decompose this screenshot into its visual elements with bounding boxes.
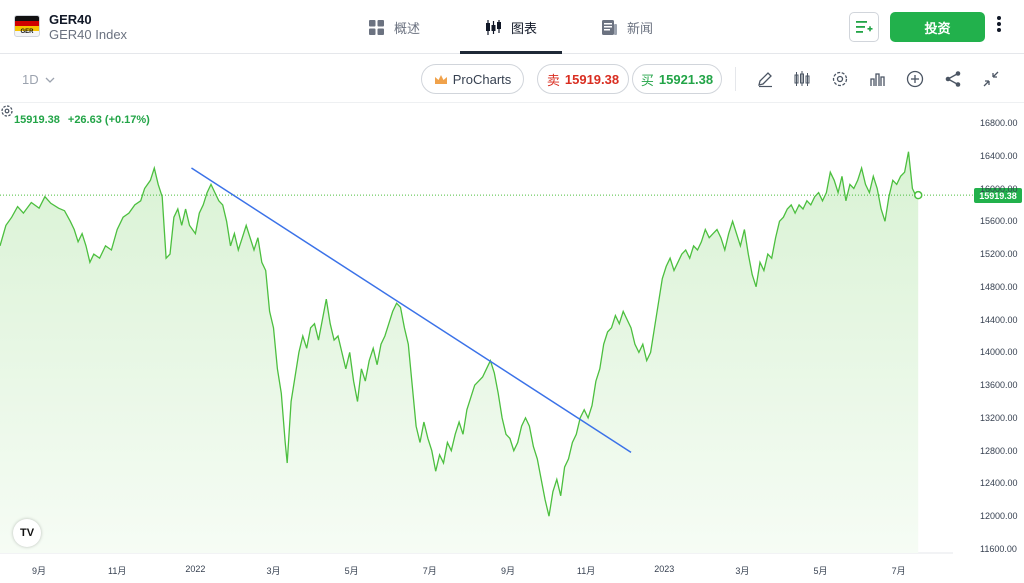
tab-news[interactable]: 新闻 xyxy=(601,0,653,54)
sell-price: 15919.38 xyxy=(564,71,620,87)
y-tick-label: 12000.00 xyxy=(980,511,1018,522)
current-price-marker xyxy=(913,190,923,200)
procharts-label: ProCharts xyxy=(452,71,512,87)
x-tick-label: 7月 xyxy=(891,566,906,576)
more-options-icon[interactable] xyxy=(992,14,1006,40)
news-icon xyxy=(602,19,617,35)
x-tick-label: 7月 xyxy=(422,566,437,576)
buy-button[interactable]: 买 15921.38 xyxy=(632,64,722,94)
x-tick-label: 5月 xyxy=(813,566,828,576)
y-tick-label: 14400.00 xyxy=(980,314,1018,325)
x-tick-label: 9月 xyxy=(500,566,515,576)
y-tick-label: 15200.00 xyxy=(980,249,1018,260)
chart-settings-button[interactable] xyxy=(829,68,851,90)
procharts-button[interactable]: ProCharts xyxy=(421,64,524,94)
x-tick-label: 3月 xyxy=(266,566,281,576)
active-tab-underline xyxy=(460,51,563,54)
crown-icon xyxy=(434,74,447,84)
axis-settings-icon[interactable] xyxy=(0,104,14,118)
quote-readout: 15919.38 +26.63 (+0.17%) xyxy=(14,114,150,126)
y-tick-label: 13600.00 xyxy=(980,380,1018,391)
instrument-symbol: GER40 xyxy=(49,12,92,27)
logo-text: GER xyxy=(20,29,34,35)
area-fill xyxy=(0,151,919,553)
y-tick-label: 11600.00 xyxy=(980,544,1017,554)
x-tick-label: 5月 xyxy=(344,566,359,576)
y-tick-label: 14800.00 xyxy=(980,281,1018,292)
buy-price: 15921.38 xyxy=(658,71,714,87)
x-tick-label: 3月 xyxy=(735,566,750,576)
settings-icon xyxy=(832,71,848,87)
timeframe-value: 1D xyxy=(22,72,39,87)
share-icon xyxy=(945,71,961,87)
x-tick-label: 2022 xyxy=(185,564,206,574)
indicators-icon xyxy=(870,73,885,86)
y-tick-label: 15600.00 xyxy=(980,216,1018,227)
collapse-icon xyxy=(983,71,999,87)
tab-overview[interactable]: 概述 xyxy=(368,0,420,54)
sell-button[interactable]: 卖 15919.38 xyxy=(537,64,629,94)
draw-tool-button[interactable] xyxy=(754,68,776,90)
draw-icon xyxy=(758,72,772,88)
y-tick-label: 16000.00 xyxy=(980,183,1018,194)
invest-button[interactable]: 投资 xyxy=(890,12,985,42)
y-tick-label: 12400.00 xyxy=(980,478,1018,489)
chart-type-button[interactable] xyxy=(791,68,813,90)
y-tick-label: 12800.00 xyxy=(980,445,1018,456)
y-tick-label: 16800.00 xyxy=(980,118,1018,128)
price-series-line xyxy=(0,151,919,517)
candles-icon xyxy=(794,71,810,86)
toolbar-divider xyxy=(735,67,736,91)
x-tick-label: 11月 xyxy=(108,566,127,576)
tab-chart-label: 图表 xyxy=(511,20,538,36)
last-price: 15919.38 xyxy=(14,114,60,126)
indicators-button[interactable] xyxy=(867,68,889,90)
chart-toolbar: 1D ProCharts 卖 15919.38 买 15921.38 xyxy=(0,55,1024,103)
tab-news-label: 新闻 xyxy=(627,20,654,36)
chevron-down-icon xyxy=(45,77,55,83)
x-tick-label: 11月 xyxy=(576,566,596,576)
trendline xyxy=(191,167,632,453)
y-tick-label: 13200.00 xyxy=(980,412,1018,423)
timeframe-selector[interactable]: 1D xyxy=(22,72,55,87)
price-chart[interactable]: 15919.38 +26.63 (+0.17%) 15919.38 16800.… xyxy=(0,104,1024,583)
collapse-button[interactable] xyxy=(980,68,1002,90)
share-button[interactable] xyxy=(942,68,964,90)
x-tick-label: 9月 xyxy=(32,566,47,576)
tab-chart[interactable]: 图表 xyxy=(460,0,563,54)
add-to-watchlist-button[interactable] xyxy=(849,12,879,42)
add-indicator-button[interactable] xyxy=(904,68,926,90)
buy-label: 买 xyxy=(640,72,654,88)
price-change: +26.63 (+0.17%) xyxy=(67,114,150,126)
current-price-tag: 15919.38 xyxy=(974,188,1022,203)
instrument-logo: GER xyxy=(14,15,40,37)
grid-icon xyxy=(369,19,384,35)
candlestick-icon xyxy=(486,19,501,35)
instrument-name: GER40 Index xyxy=(49,27,128,42)
x-tick-label: 2023 xyxy=(654,564,675,574)
y-tick-label: 14000.00 xyxy=(980,347,1018,358)
tradingview-logo[interactable]: TV xyxy=(13,519,41,547)
add-icon xyxy=(906,70,924,88)
watchlist-add-icon xyxy=(856,21,873,33)
top-header: GER GER40 GER40 Index 概述 图表 新闻 投资 xyxy=(0,0,1024,54)
tab-overview-label: 概述 xyxy=(394,20,421,36)
sell-label: 卖 xyxy=(546,72,560,88)
chart-canvas[interactable] xyxy=(0,104,1024,583)
y-tick-label: 16400.00 xyxy=(980,150,1018,161)
